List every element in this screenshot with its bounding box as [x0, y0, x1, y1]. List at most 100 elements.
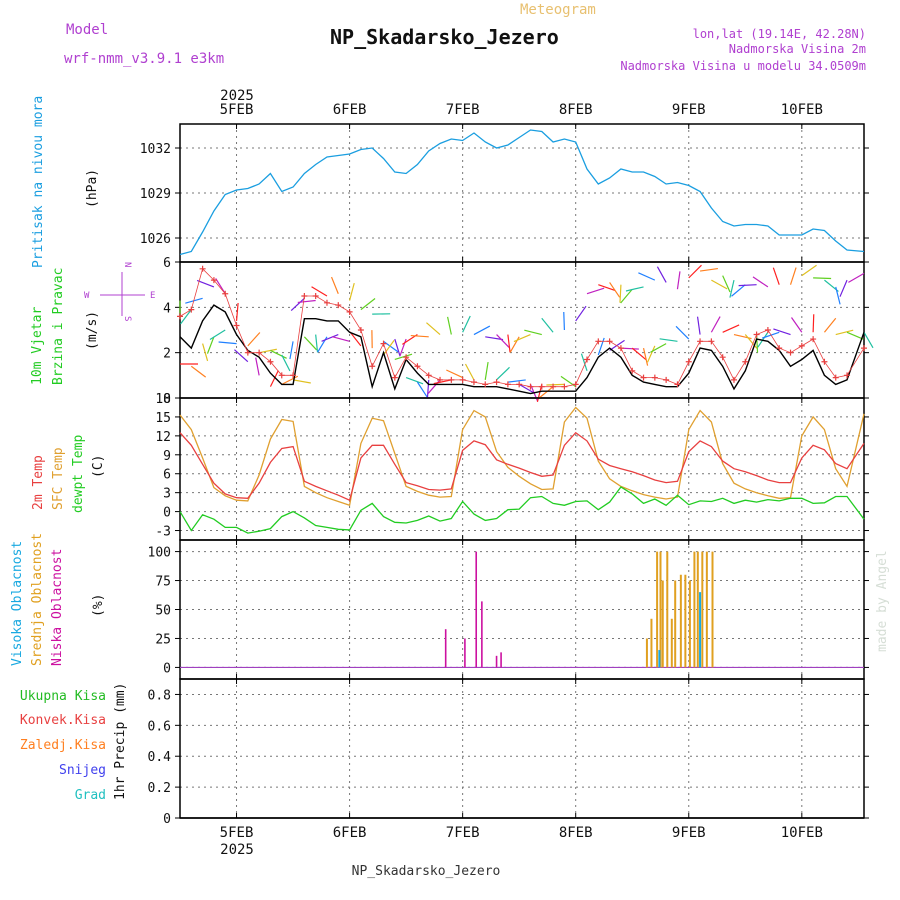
- panel-wind: 0 2 4 6: [163, 256, 874, 407]
- wind-barb: [744, 334, 758, 349]
- wind-barb: [349, 282, 355, 301]
- wind-barb: [234, 349, 249, 363]
- cloud-labels: Visoka Oblacnost Srednja Oblacnost Niska…: [10, 533, 106, 666]
- wind-barb: [731, 284, 746, 297]
- wind-barb: [813, 277, 832, 280]
- wind-barb: [206, 336, 215, 354]
- bottom-day-label: 6FEB: [333, 825, 367, 841]
- wind-barb: [349, 331, 362, 347]
- wind-barb: [269, 370, 279, 387]
- precip-labels: Ukupna Kisa Konvek.Kisa Zaledj.Kisa Snij…: [20, 683, 128, 803]
- pressure-unit: (hPa): [85, 169, 100, 208]
- sfc-label: SFC Temp: [51, 447, 66, 510]
- wind-barb: [247, 332, 261, 347]
- top-day-label: 8FEB: [559, 102, 593, 118]
- y-tick-label: 25: [155, 632, 171, 647]
- wind-barb: [835, 329, 854, 336]
- bottom-day-label: 9FEB: [672, 825, 706, 841]
- wind-barb: [292, 379, 311, 384]
- y-tick-label: 9: [163, 449, 171, 464]
- wind-barb: [524, 329, 542, 336]
- wind-barb: [394, 338, 401, 357]
- wind-barb: [303, 336, 318, 351]
- compass-n: N: [122, 262, 132, 267]
- wind-barb: [642, 347, 649, 366]
- top-day-label: 10FEB: [781, 102, 823, 118]
- wind-barb: [315, 334, 319, 353]
- wind-barb: [297, 299, 316, 304]
- wind-barb: [202, 343, 209, 362]
- wind-barb: [281, 375, 299, 385]
- wind-barb: [619, 284, 622, 303]
- y-tick-label: 75: [155, 575, 171, 590]
- panel-precip: 0 0.2 0.4 0.6 0.8: [148, 678, 869, 827]
- wind-speed-line: [179, 304, 865, 395]
- bottom-day-labels: 5FEB 6FEB 7FEB 8FEB 9FEB 10FEB: [220, 825, 823, 841]
- dewpt-line: [179, 486, 865, 534]
- wind-barb: [507, 379, 526, 383]
- y-tick-label: 15: [155, 411, 171, 426]
- y-tick-label: 0.6: [148, 719, 171, 734]
- wind-barb: [196, 279, 215, 288]
- wind-barb: [696, 316, 701, 335]
- wind-barb: [496, 366, 510, 381]
- panel-frame: [179, 678, 865, 819]
- wind-barb: [255, 357, 260, 376]
- wind-compass: W E N S: [84, 262, 155, 321]
- wind-barb: [518, 383, 536, 394]
- elevation: Nadmorska Visina 2m: [729, 42, 866, 56]
- y-tick-label: 0: [163, 661, 171, 676]
- wind-barb: [752, 276, 769, 288]
- y-tick-label: 0: [163, 506, 171, 521]
- wind-barb: [699, 267, 718, 272]
- wind-barb: [447, 316, 452, 335]
- wind-barb: [321, 333, 339, 342]
- y-tick-label: 12: [155, 430, 171, 445]
- wind-barb: [656, 266, 667, 283]
- wind-barbs: [179, 264, 874, 403]
- wind-barb: [676, 271, 681, 290]
- y-tick-label: 3: [163, 487, 171, 502]
- y-tick-label: 1026: [140, 232, 171, 247]
- wind-barb: [410, 334, 429, 338]
- y-tick-label: 6: [163, 256, 171, 271]
- y-tick-label: 2: [163, 347, 171, 362]
- wind-barb: [638, 272, 656, 281]
- wind-barb: [179, 309, 192, 325]
- subtitle: Meteogram: [520, 2, 596, 18]
- wind-barb: [772, 267, 780, 285]
- panel-clouds: 0 25 50 75 100: [148, 539, 869, 680]
- wind-barb: [791, 317, 803, 333]
- temperature-labels: 2m Temp SFC Temp dewpt Temp (C): [31, 435, 106, 513]
- wind-barb: [846, 331, 864, 340]
- wind-barb: [722, 275, 731, 293]
- y-tick-label: 1032: [140, 142, 171, 157]
- wind-barb: [835, 286, 841, 305]
- wind-barb: [536, 384, 543, 403]
- wind-barb: [473, 325, 491, 336]
- wind-barb: [360, 298, 376, 311]
- wind-barb: [738, 284, 757, 287]
- wind-barb: [446, 369, 463, 379]
- wind-barb: [484, 361, 489, 380]
- wind-barb: [462, 315, 471, 333]
- wind-barb: [598, 284, 616, 292]
- y-tick-label: 6: [163, 468, 171, 483]
- model-elevation: Nadmorska Visina u modelu 34.0509m: [620, 59, 866, 73]
- wind-barb: [586, 287, 605, 295]
- wind-unit: (m/s): [85, 311, 100, 350]
- y-tick-label: 1029: [140, 187, 171, 202]
- wind-barb: [823, 317, 837, 333]
- wind-barb: [496, 334, 510, 348]
- wind-barb: [789, 267, 797, 285]
- cloud-mid-label: Srednja Oblacnost: [30, 533, 45, 666]
- lonlat: lon,lat (19.14E, 42.28N): [693, 27, 866, 41]
- wind-barb: [311, 286, 328, 297]
- wind-barb: [427, 379, 441, 394]
- wind-barb: [801, 264, 817, 277]
- top-day-label: 9FEB: [672, 102, 706, 118]
- wind-barb: [290, 297, 305, 311]
- precip-ylabel: 1hr Precip (mm): [113, 683, 128, 800]
- precip-total-label: Ukupna Kisa: [20, 689, 106, 704]
